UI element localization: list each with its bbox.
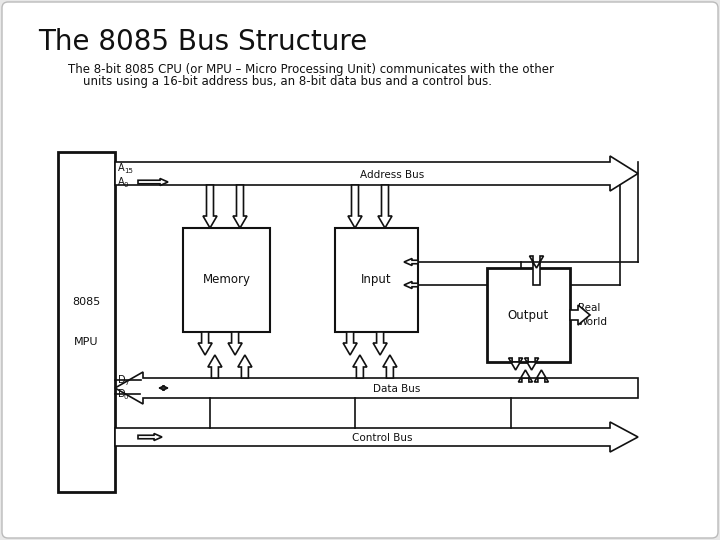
Text: D: D	[118, 389, 125, 399]
Bar	[183, 228, 270, 332]
Polygon shape	[343, 332, 357, 355]
Polygon shape	[138, 179, 168, 186]
Text: Output: Output	[508, 308, 549, 321]
Text: Data Bus: Data Bus	[373, 384, 420, 394]
Polygon shape	[525, 358, 539, 370]
Text: A: A	[118, 163, 125, 173]
Text: A: A	[118, 177, 125, 187]
Text: D: D	[118, 375, 125, 385]
Polygon shape	[570, 305, 590, 325]
Polygon shape	[233, 185, 247, 228]
Polygon shape	[383, 355, 397, 378]
Text: 7: 7	[124, 380, 128, 386]
Polygon shape	[404, 259, 418, 266]
Text: 0: 0	[124, 394, 128, 400]
Polygon shape	[208, 355, 222, 378]
Text: 15: 15	[124, 168, 133, 174]
Polygon shape	[115, 156, 638, 191]
Text: The 8085 Bus Structure: The 8085 Bus Structure	[38, 28, 367, 56]
Polygon shape	[518, 370, 532, 382]
Polygon shape	[203, 185, 217, 228]
Polygon shape	[115, 372, 638, 404]
Text: Input: Input	[361, 273, 392, 287]
Bar	[487, 268, 570, 362]
Bar	[58, 152, 115, 492]
Polygon shape	[115, 422, 638, 452]
Text: Control Bus: Control Bus	[352, 433, 413, 443]
Bar	[335, 228, 418, 332]
Polygon shape	[373, 332, 387, 355]
Polygon shape	[353, 355, 367, 378]
Text: 8085

MPU: 8085 MPU	[73, 298, 101, 347]
Polygon shape	[378, 185, 392, 228]
Polygon shape	[238, 355, 252, 378]
Text: Real
World: Real World	[578, 302, 608, 327]
Polygon shape	[534, 370, 549, 382]
Text: The 8-bit 8085 CPU (or MPU – Micro Processing Unit) communicates with the other: The 8-bit 8085 CPU (or MPU – Micro Proce…	[68, 64, 554, 77]
Polygon shape	[198, 332, 212, 355]
Polygon shape	[404, 281, 418, 288]
Text: units using a 16-bit address bus, an 8-bit data bus and a control bus.: units using a 16-bit address bus, an 8-b…	[68, 76, 492, 89]
Text: Address Bus: Address Bus	[361, 170, 425, 179]
Polygon shape	[228, 332, 242, 355]
Text: 0: 0	[124, 182, 128, 188]
Polygon shape	[348, 185, 362, 228]
Polygon shape	[508, 358, 523, 370]
Polygon shape	[529, 256, 544, 285]
Text: Memory: Memory	[202, 273, 251, 287]
Polygon shape	[138, 434, 162, 441]
